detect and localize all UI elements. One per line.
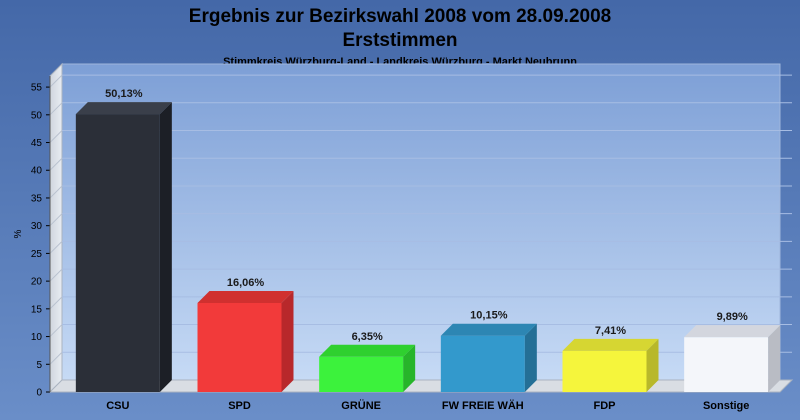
gridline-side: [49, 185, 63, 199]
category-label: CSU: [106, 400, 129, 412]
bar-front: [440, 335, 525, 392]
y-tick-label: 30: [31, 221, 43, 232]
gridline-side: [49, 102, 63, 116]
category-label: SPD: [228, 400, 251, 412]
y-tick-label: 55: [31, 83, 43, 94]
data-label: 7,41%: [595, 325, 626, 337]
y-axis-label: %: [13, 229, 24, 238]
category-label: Sonstige: [703, 400, 749, 412]
bar-side: [524, 323, 537, 392]
bar-top: [75, 102, 172, 115]
category-label: FDP: [594, 400, 616, 412]
bar-side: [159, 102, 172, 393]
bar-front: [562, 350, 647, 392]
y-tick-label: 5: [36, 360, 42, 371]
y-tick-label: 35: [31, 193, 43, 204]
data-label: 9,89%: [717, 311, 748, 323]
gridline-side: [49, 351, 63, 365]
bar-top: [197, 290, 294, 303]
y-tick-label: 40: [31, 166, 43, 177]
y-tick-label: 50: [31, 110, 43, 121]
data-label: 6,35%: [352, 331, 383, 343]
bar-top: [562, 338, 659, 351]
chart-subtitle: Erststimmen: [342, 30, 457, 51]
gridline-side: [49, 268, 63, 282]
bar-top: [319, 344, 416, 357]
bars-group: [75, 102, 781, 393]
y-tick-label: 0: [36, 388, 42, 399]
gridline-side: [49, 213, 63, 227]
data-label: 10,15%: [470, 310, 508, 322]
bar-front: [75, 114, 160, 393]
bar-side: [281, 290, 294, 392]
bar-side: [403, 344, 416, 392]
data-label: 16,06%: [227, 277, 265, 289]
chart-title: Ergebnis zur Bezirkswahl 2008 vom 28.09.…: [189, 6, 611, 27]
bar-side: [768, 325, 781, 392]
y-tick-label: 20: [31, 277, 43, 288]
bar-top: [684, 325, 781, 338]
gridline-side: [49, 157, 63, 171]
gridline-side: [49, 241, 63, 254]
bar-front: [197, 302, 282, 392]
labels-group: 0 5 10 15 20 25 30 35 40 45 50 55 50,13% CSU 16,06% SPD…: [31, 83, 750, 412]
gridline-side: [49, 296, 63, 310]
bar-top: [440, 323, 537, 336]
data-label: 50,13%: [105, 88, 143, 100]
category-label: GRÜNE: [341, 399, 381, 412]
y-tick-label: 10: [31, 332, 43, 343]
gridline-side: [49, 74, 63, 88]
gridline-side: [49, 324, 63, 337]
y-tick-label: 15: [31, 304, 43, 315]
category-label: FW FREIE WÄH: [442, 399, 524, 412]
y-tick-label: 25: [31, 249, 43, 260]
bar-side: [646, 338, 659, 392]
back-wall: [61, 63, 781, 381]
bar-front: [684, 337, 769, 392]
y-tick-label: 45: [31, 138, 43, 149]
bar-front: [319, 356, 404, 392]
gridline-side: [49, 130, 63, 143]
